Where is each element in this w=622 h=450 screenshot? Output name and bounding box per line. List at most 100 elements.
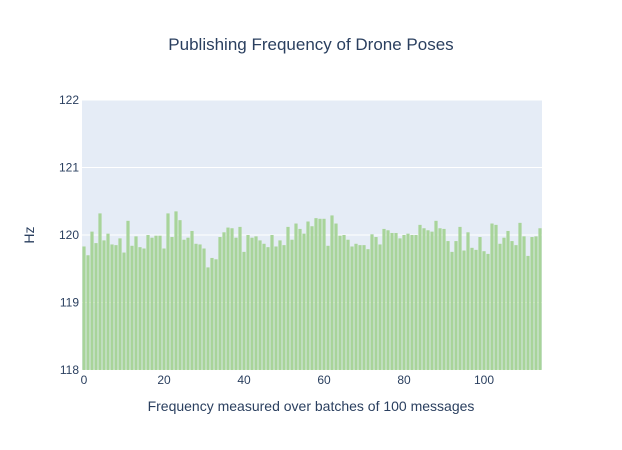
bar — [230, 228, 234, 370]
bar — [98, 213, 102, 370]
bar — [434, 220, 438, 370]
bar — [354, 243, 358, 370]
bar — [250, 237, 254, 370]
bar — [466, 232, 470, 370]
bar — [378, 244, 382, 370]
bar — [90, 231, 94, 370]
x-tick-label: 0 — [81, 373, 88, 387]
x-tick-label: 40 — [237, 373, 251, 387]
bar — [218, 237, 222, 370]
bar — [390, 232, 394, 370]
bar — [330, 215, 334, 370]
bar — [370, 234, 374, 370]
bar — [130, 245, 134, 370]
bar — [242, 251, 246, 370]
bar — [318, 218, 322, 370]
bar — [114, 245, 118, 370]
bar — [342, 235, 346, 370]
bar — [142, 248, 146, 370]
chart-title: Publishing Frequency of Drone Poses — [168, 35, 453, 54]
bar — [326, 245, 330, 370]
y-tick-label: 118 — [60, 363, 79, 377]
bar — [158, 235, 162, 370]
bar — [510, 241, 514, 370]
bar — [358, 245, 362, 370]
bar — [86, 255, 90, 370]
bar — [446, 241, 450, 370]
x-axis-title: Frequency measured over batches of 100 m… — [148, 398, 475, 414]
bar — [414, 235, 418, 370]
x-tick-label: 80 — [397, 373, 411, 387]
y-axis-title: Hz — [21, 226, 37, 243]
bar — [182, 239, 186, 370]
bar — [314, 218, 318, 370]
bar — [506, 230, 510, 370]
bar — [134, 236, 138, 370]
bar — [234, 237, 238, 370]
bar — [202, 248, 206, 370]
bar — [458, 226, 462, 370]
bar — [514, 245, 518, 370]
y-tick-label: 122 — [59, 93, 79, 107]
x-tick-label: 20 — [157, 373, 171, 387]
bar — [350, 246, 354, 370]
bar — [122, 252, 126, 370]
y-tick-label: 119 — [60, 296, 79, 310]
bar — [322, 218, 326, 370]
bar — [190, 230, 194, 370]
bar — [462, 250, 466, 370]
bar — [362, 245, 366, 370]
bar — [298, 228, 302, 370]
bar — [198, 244, 202, 370]
bar — [418, 224, 422, 370]
bar — [374, 237, 378, 370]
bar — [258, 240, 262, 370]
bar — [534, 236, 538, 370]
bar — [286, 226, 290, 370]
bar — [170, 237, 174, 370]
bar — [518, 222, 522, 370]
bar — [474, 249, 478, 370]
bar — [486, 253, 490, 370]
bar — [498, 243, 502, 370]
bar — [538, 228, 542, 370]
bar — [310, 226, 314, 370]
bar — [338, 235, 342, 370]
bar — [110, 244, 114, 370]
y-axis-ticks: 118 119 120 121 122 — [59, 93, 79, 377]
bar — [102, 240, 106, 370]
bar — [274, 246, 278, 370]
bar — [470, 247, 474, 370]
bar — [126, 220, 130, 370]
bar — [154, 235, 158, 370]
bar — [410, 235, 414, 370]
bar — [94, 243, 98, 370]
x-axis-ticks: 0 20 40 60 80 100 — [81, 373, 495, 387]
bar — [238, 226, 242, 370]
bar — [290, 239, 294, 370]
bar — [450, 251, 454, 370]
bar — [530, 237, 534, 370]
bar — [178, 220, 182, 370]
bar — [422, 228, 426, 370]
bar — [406, 233, 410, 370]
bar — [138, 247, 142, 370]
bar — [106, 233, 110, 370]
bar — [294, 223, 298, 370]
bar — [478, 237, 482, 370]
bar — [254, 236, 258, 370]
x-tick-label: 100 — [474, 373, 494, 387]
bar — [526, 255, 530, 370]
bar — [186, 237, 190, 370]
bar — [386, 230, 390, 370]
bar — [278, 240, 282, 370]
bar — [226, 227, 230, 370]
bar — [270, 235, 274, 370]
bar — [162, 248, 166, 370]
bar — [146, 235, 150, 370]
bar — [398, 238, 402, 370]
bar — [438, 228, 442, 370]
bar — [494, 224, 498, 370]
bar — [194, 243, 198, 370]
bar — [222, 232, 226, 370]
